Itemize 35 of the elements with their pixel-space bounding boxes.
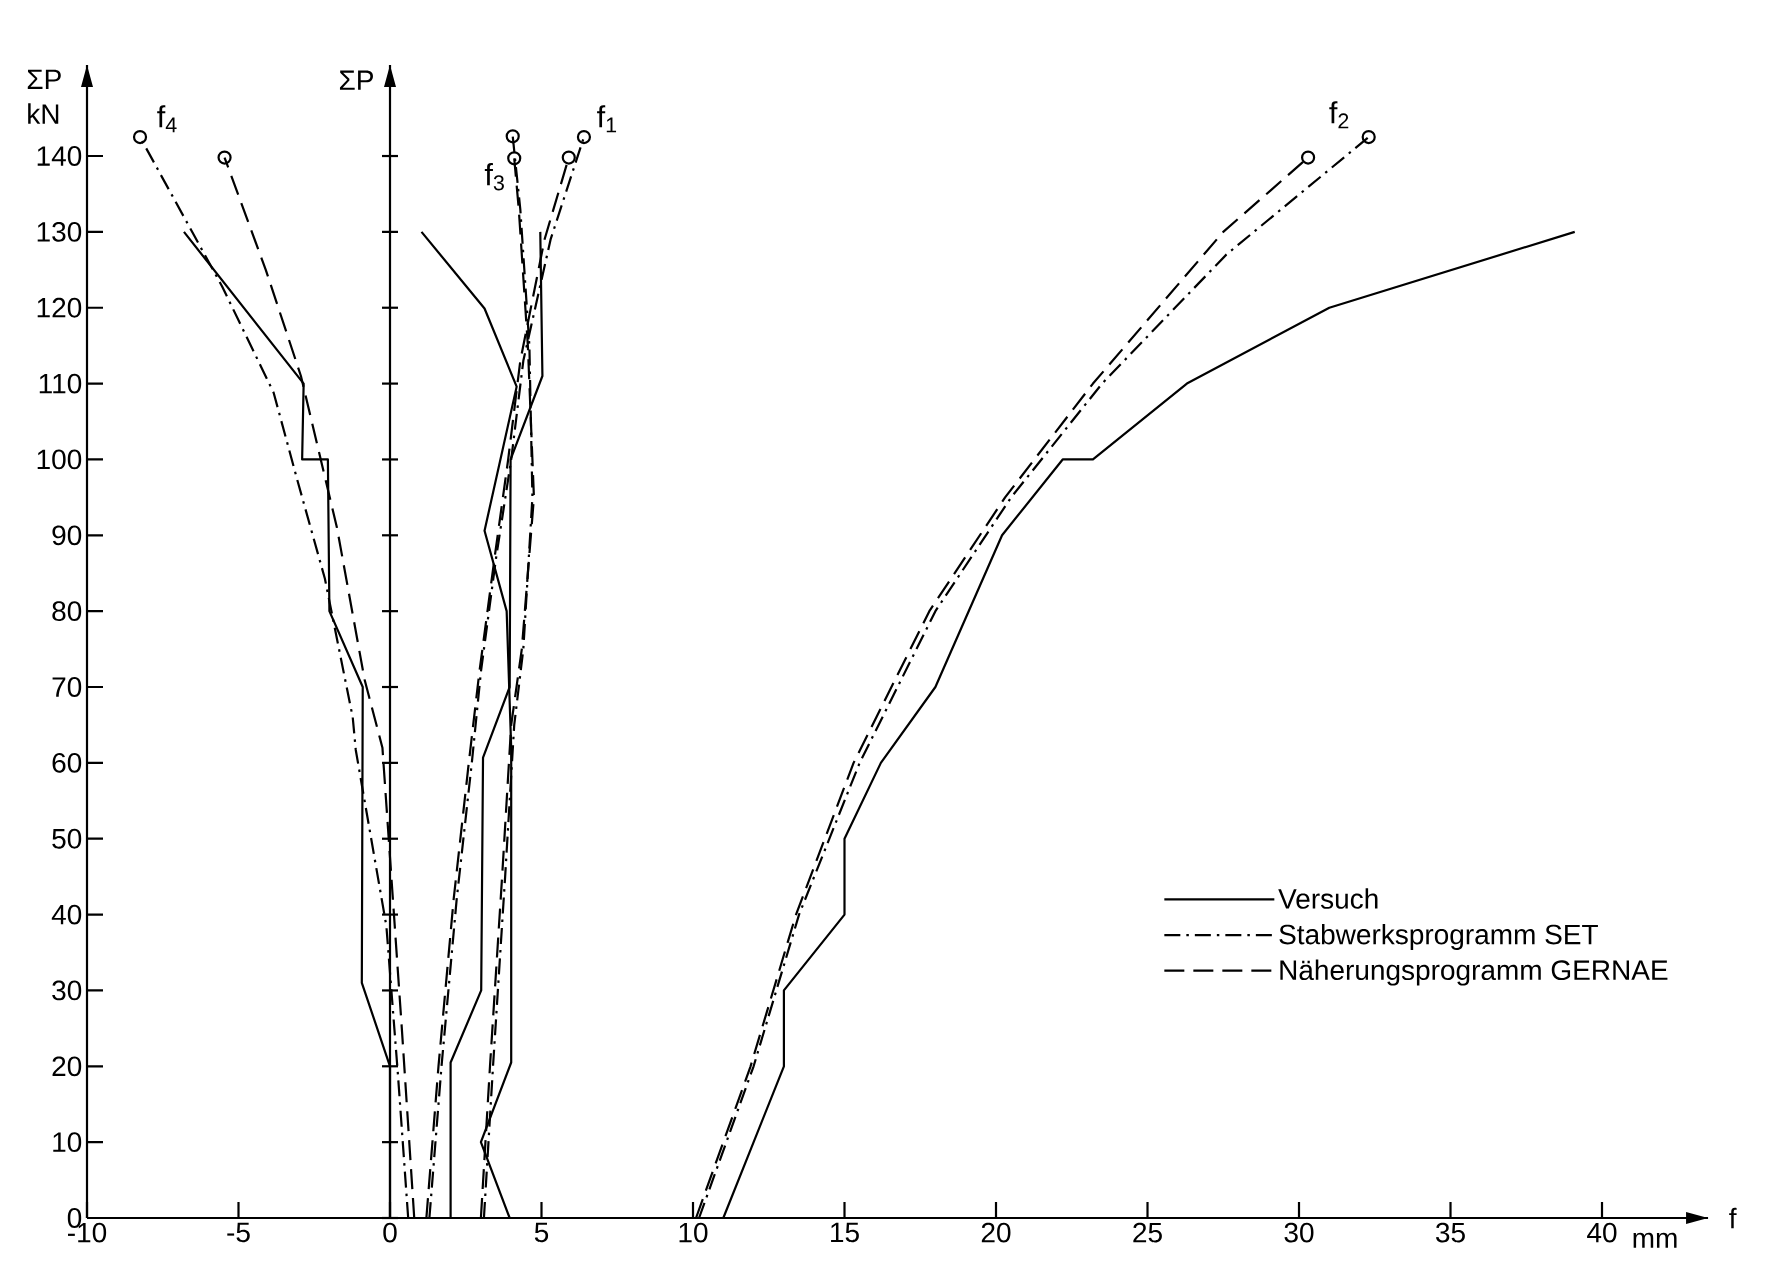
y-tick-label: 40 — [51, 904, 82, 925]
x-tick-label: 30 — [1284, 1222, 1314, 1243]
y-tick-label: 110 — [39, 373, 82, 394]
x-tick-label: 25 — [1133, 1222, 1162, 1243]
legend-label: Versuch — [1278, 888, 1378, 909]
y-tick-label: 30 — [52, 980, 82, 1001]
y-tick-label: 50 — [52, 828, 82, 849]
y-tick-label: 90 — [52, 525, 82, 546]
legend-label: Stabwerksprogramm SET — [1279, 923, 1598, 950]
legend-label: Näherungsprogramm GERNAE — [1280, 959, 1668, 986]
y-tick-label: 10 — [53, 1132, 82, 1153]
annotation: f$_{1}$ — [597, 105, 617, 133]
y-tick-label: 100 — [37, 449, 82, 470]
y-tick-label: 80 — [52, 601, 82, 622]
y-axis-title: ΣP kN — [27, 69, 61, 124]
y-tick-label: 20 — [52, 1056, 82, 1077]
y-tick-label: 130 — [37, 221, 82, 242]
x-axis-title: f — [1729, 1207, 1737, 1229]
y-tick-label: 140 — [37, 146, 82, 166]
text: mm — [1633, 1232, 1677, 1248]
annotation: f$_{2}$ — [1329, 101, 1349, 129]
y-tick-label: 60 — [52, 752, 82, 773]
y-tick-label: 120 — [37, 297, 82, 318]
x-tick-label: -5 — [227, 1222, 250, 1243]
ref-line-label: ΣP — [339, 70, 373, 90]
x-tick-label: 20 — [981, 1222, 1011, 1243]
y-tick-label: 70 — [52, 677, 82, 697]
annotation: f$_{4}$ — [157, 105, 177, 133]
x-tick-label: 15 — [831, 1222, 859, 1243]
x-tick-label: 5 — [534, 1222, 549, 1243]
x-tick-label: 0 — [383, 1222, 397, 1243]
annotation: f$_{3}$ — [484, 162, 504, 191]
x-tick-label: 40 — [1587, 1222, 1617, 1243]
x-tick-label: 10 — [679, 1222, 708, 1243]
x-tick-label: 35 — [1436, 1222, 1465, 1243]
